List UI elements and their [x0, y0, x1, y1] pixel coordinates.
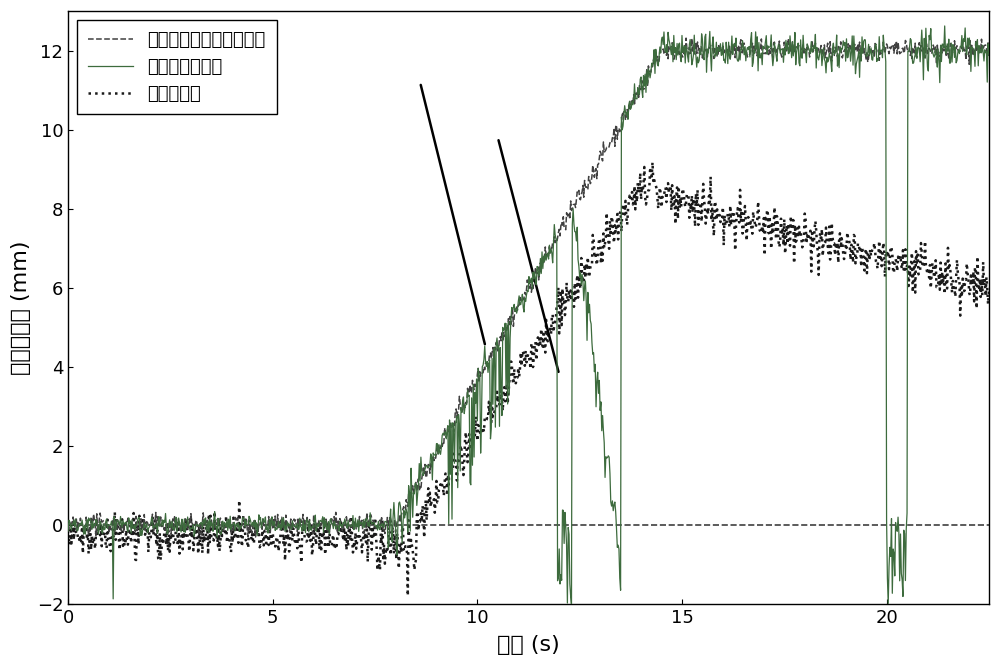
反正弦算法 [402, 591, 414, 599]
反正切加相位解模糊算法 [468, 386, 480, 394]
直接反正切算法 [939, 22, 951, 30]
反正弦算法 [647, 159, 659, 166]
反正切加相位解模糊算法 [97, 518, 109, 526]
直接反正切算法 [62, 527, 74, 535]
反正弦算法 [170, 514, 182, 522]
反正弦算法 [529, 338, 541, 346]
直接反正切算法 [97, 529, 109, 537]
Line: 反正弦算法: 反正弦算法 [68, 163, 989, 595]
反正弦算法 [97, 523, 109, 531]
直接反正切算法 [170, 513, 182, 521]
直接反正切算法 [983, 50, 995, 58]
反正切加相位解模糊算法 [983, 52, 995, 60]
Legend: 反正切加相位解模糊算法, 直接反正切算法, 反正弦算法: 反正切加相位解模糊算法, 直接反正切算法, 反正弦算法 [77, 20, 277, 114]
反正弦算法 [468, 428, 480, 436]
直接反正切算法 [510, 305, 522, 313]
反正弦算法 [983, 286, 995, 294]
反正弦算法 [525, 365, 537, 373]
反正切加相位解模糊算法 [62, 519, 74, 527]
Line: 反正切加相位解模糊算法: 反正切加相位解模糊算法 [68, 38, 989, 537]
Y-axis label: 距离变化量 (mm): 距离变化量 (mm) [11, 240, 31, 375]
反正切加相位解模糊算法 [511, 303, 523, 311]
反正切加相位解模糊算法 [525, 282, 537, 290]
反正切加相位解模糊算法 [680, 34, 692, 42]
反正切加相位解模糊算法 [529, 263, 541, 271]
直接反正切算法 [467, 380, 479, 388]
反正切加相位解模糊算法 [250, 533, 262, 541]
反正切加相位解模糊算法 [170, 524, 182, 532]
Line: 直接反正切算法: 直接反正切算法 [68, 26, 989, 605]
直接反正切算法 [565, 601, 577, 609]
反正弦算法 [511, 374, 523, 382]
直接反正切算法 [529, 268, 541, 276]
直接反正切算法 [524, 279, 536, 287]
X-axis label: 时间 (s): 时间 (s) [497, 635, 560, 655]
反正弦算法 [62, 535, 74, 543]
